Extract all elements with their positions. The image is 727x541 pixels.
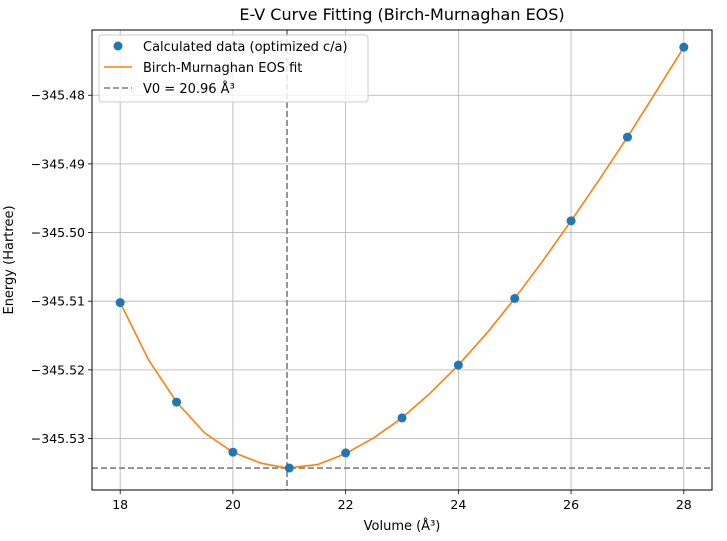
y-tick-label: −345.51 — [31, 294, 85, 309]
data-point — [453, 360, 463, 370]
reference-lines — [92, 30, 712, 490]
y-axis: −345.53 −345.52 −345.51 −345.50 −345.49 −345.… — [31, 88, 92, 446]
data-point — [341, 448, 351, 458]
legend-label-fit: Birch-Murnaghan EOS fit — [143, 61, 302, 76]
plot-frame — [91, 29, 713, 491]
legend-marker-data — [113, 41, 123, 51]
data-point — [397, 413, 407, 423]
data-point — [172, 397, 182, 407]
chart-title: E-V Curve Fitting (Birch-Murnaghan EOS) — [239, 5, 564, 24]
x-tick-label: 24 — [450, 497, 466, 512]
legend-label-data: Calculated data (optimized c/a) — [143, 40, 348, 55]
legend: Calculated data (optimized c/a) Birch-Mu… — [98, 34, 369, 103]
y-tick-label: −345.49 — [31, 156, 85, 171]
data-points-layer — [115, 42, 689, 473]
plot-area — [92, 30, 712, 490]
data-point — [284, 463, 294, 473]
data-point — [510, 293, 520, 303]
y-axis-label: Energy (Hartree) — [2, 205, 17, 314]
data-point — [228, 447, 238, 457]
x-axis: 18 20 22 24 26 28 — [112, 490, 692, 512]
x-tick-label: 20 — [225, 497, 241, 512]
data-point — [566, 216, 576, 226]
x-tick-label: 22 — [338, 497, 354, 512]
data-point — [115, 298, 125, 308]
legend-label-v0: V0 = 20.96 Å³ — [143, 81, 235, 97]
y-tick-label: −345.48 — [31, 88, 85, 103]
y-tick-label: −345.52 — [31, 362, 85, 377]
x-tick-label: 26 — [563, 497, 579, 512]
data-point — [679, 42, 689, 52]
legend-box — [98, 34, 369, 103]
x-tick-label: 28 — [676, 497, 692, 512]
data-point — [622, 132, 632, 142]
grid — [92, 30, 712, 490]
x-axis-label: Volume (Å³) — [364, 518, 441, 534]
y-tick-label: −345.53 — [31, 431, 85, 446]
x-tick-label: 18 — [112, 497, 128, 512]
y-tick-label: −345.50 — [31, 225, 85, 240]
